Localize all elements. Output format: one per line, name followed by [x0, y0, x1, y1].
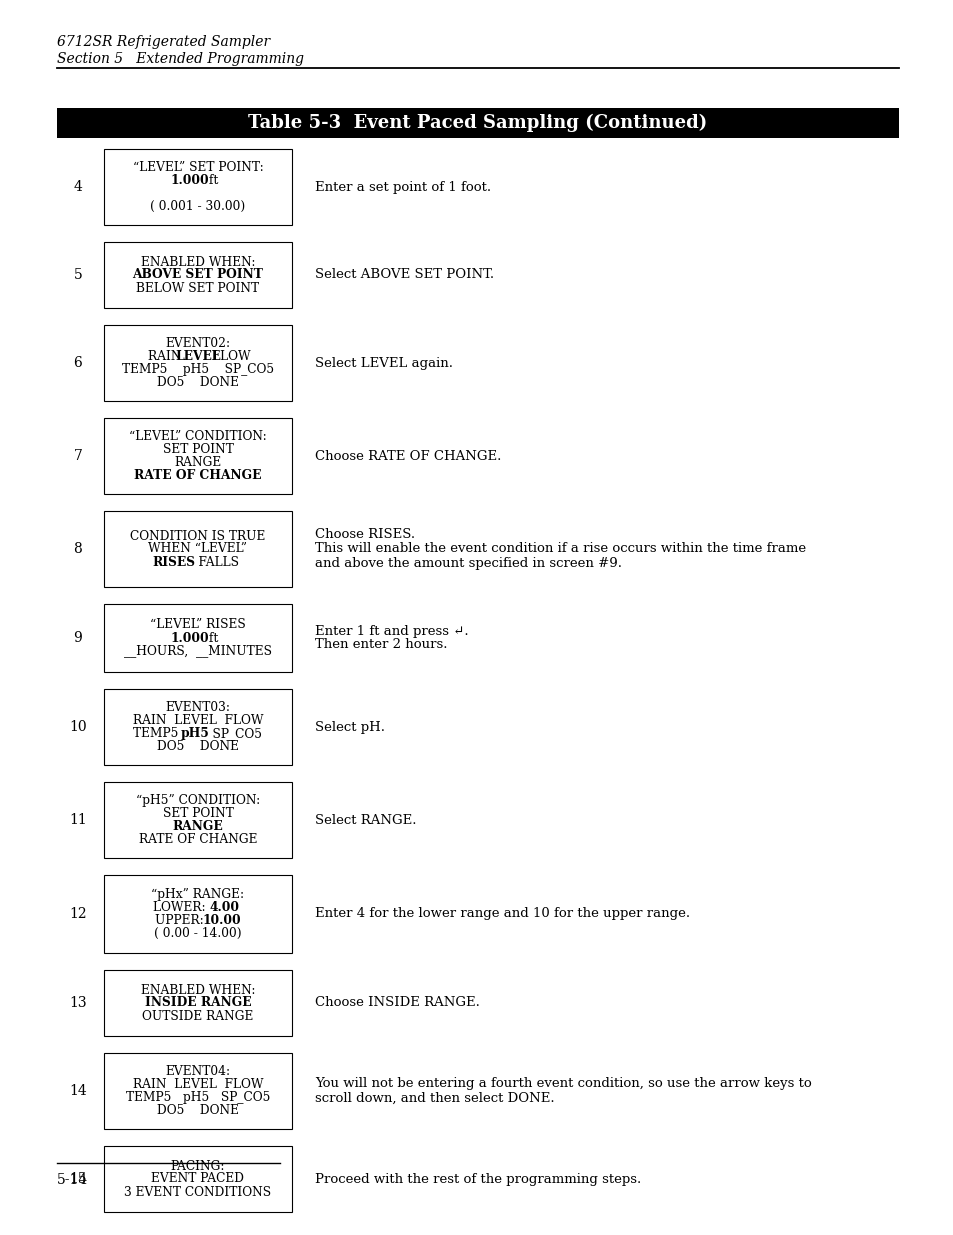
Text: Section 5   Extended Programming: Section 5 Extended Programming: [57, 52, 304, 65]
Text: 8: 8: [73, 542, 82, 556]
Text: 1.000: 1.000: [171, 631, 209, 645]
Text: CONDITION IS TRUE: CONDITION IS TRUE: [131, 530, 265, 542]
Text: Enter 1 ft and press ↵.: Enter 1 ft and press ↵.: [314, 625, 468, 637]
Text: EVENT03:: EVENT03:: [165, 701, 231, 714]
Text: LEVEL: LEVEL: [175, 350, 220, 363]
Text: Select LEVEL again.: Select LEVEL again.: [314, 357, 453, 369]
Text: 13: 13: [70, 995, 87, 1010]
Text: RANGE: RANGE: [174, 456, 221, 469]
Text: __HOURS,  __MINUTES: __HOURS, __MINUTES: [124, 645, 272, 657]
Text: ( 0.00 - 14.00): ( 0.00 - 14.00): [154, 927, 241, 940]
Text: DO5    DONE: DO5 DONE: [157, 740, 239, 753]
Text: ENABLED WHEN:: ENABLED WHEN:: [141, 983, 255, 997]
Text: 14: 14: [69, 1084, 87, 1098]
Text: FALLS: FALLS: [183, 556, 239, 568]
Bar: [104, 782, 292, 858]
Text: 11: 11: [69, 813, 87, 827]
Text: Select ABOVE SET POINT.: Select ABOVE SET POINT.: [314, 268, 494, 282]
Text: ft: ft: [204, 174, 217, 186]
Text: EVENT04:: EVENT04:: [165, 1065, 231, 1078]
Text: Choose RISES.: Choose RISES.: [314, 529, 415, 541]
Text: RISES: RISES: [152, 556, 195, 568]
Text: scroll down, and then select DONE.: scroll down, and then select DONE.: [314, 1092, 554, 1104]
Bar: [104, 511, 292, 587]
Text: Select pH.: Select pH.: [314, 720, 385, 734]
Text: WHEN “LEVEL”: WHEN “LEVEL”: [149, 542, 247, 556]
Text: ( 0.001 - 30.00): ( 0.001 - 30.00): [151, 200, 245, 212]
Text: RAIN  LEVEL  FLOW: RAIN LEVEL FLOW: [132, 1078, 263, 1091]
Text: RATE OF CHANGE: RATE OF CHANGE: [138, 832, 257, 846]
Text: and above the amount specified in screen #9.: and above the amount specified in screen…: [314, 557, 621, 569]
Bar: [104, 876, 292, 953]
Text: BELOW SET POINT: BELOW SET POINT: [136, 282, 259, 294]
Text: pH5: pH5: [181, 727, 210, 740]
Bar: [104, 689, 292, 764]
Text: “pHx” RANGE:: “pHx” RANGE:: [152, 888, 244, 902]
Text: 5-14: 5-14: [57, 1173, 89, 1187]
Text: TEMP5   pH5   SP_CO5: TEMP5 pH5 SP_CO5: [126, 1091, 270, 1104]
Text: RANGE: RANGE: [172, 820, 223, 832]
Text: Table 5-3  Event Paced Sampling (Continued): Table 5-3 Event Paced Sampling (Continue…: [248, 114, 707, 132]
Text: This will enable the event condition if a rise occurs within the time frame: This will enable the event condition if …: [314, 542, 805, 556]
Text: 4: 4: [73, 180, 82, 194]
Text: 10: 10: [70, 720, 87, 734]
Text: 1.000: 1.000: [171, 174, 209, 186]
Text: Select RANGE.: Select RANGE.: [314, 814, 416, 826]
Text: 3 EVENT CONDITIONS: 3 EVENT CONDITIONS: [124, 1186, 272, 1198]
Text: FLOW: FLOW: [204, 350, 250, 363]
Bar: [104, 417, 292, 494]
Text: SET POINT: SET POINT: [162, 806, 233, 820]
Bar: [104, 604, 292, 672]
Bar: [104, 325, 292, 401]
Text: RATE OF CHANGE: RATE OF CHANGE: [134, 469, 261, 482]
Text: 12: 12: [70, 906, 87, 921]
Text: DO5    DONE: DO5 DONE: [157, 1104, 239, 1116]
Text: “LEVEL” SET POINT:: “LEVEL” SET POINT:: [132, 161, 263, 174]
Text: 15: 15: [70, 1172, 87, 1186]
Text: “pH5” CONDITION:: “pH5” CONDITION:: [135, 794, 260, 806]
Bar: [104, 1053, 292, 1129]
Bar: [104, 149, 292, 225]
Text: 4.00: 4.00: [209, 902, 239, 914]
Text: “LEVEL” CONDITION:: “LEVEL” CONDITION:: [129, 430, 267, 443]
Bar: [104, 1146, 292, 1212]
Text: EVENT02:: EVENT02:: [165, 337, 231, 350]
Text: ENABLED WHEN:: ENABLED WHEN:: [141, 256, 255, 268]
Text: TEMP5: TEMP5: [133, 727, 193, 740]
Text: 6: 6: [73, 356, 82, 370]
Text: You will not be entering a fourth event condition, so use the arrow keys to: You will not be entering a fourth event …: [314, 1077, 811, 1091]
Text: INSIDE RANGE: INSIDE RANGE: [145, 997, 251, 1009]
Text: SET POINT: SET POINT: [162, 443, 233, 456]
Text: 7: 7: [73, 450, 82, 463]
Text: Then enter 2 hours.: Then enter 2 hours.: [314, 638, 447, 652]
Text: DO5    DONE: DO5 DONE: [157, 375, 239, 389]
Text: UPPER:: UPPER:: [154, 914, 214, 927]
Text: TEMP5    pH5    SP_CO5: TEMP5 pH5 SP_CO5: [122, 363, 274, 375]
Text: EVENT PACED: EVENT PACED: [152, 1172, 244, 1186]
Text: 5: 5: [73, 268, 82, 282]
Text: 6712SR Refrigerated Sampler: 6712SR Refrigerated Sampler: [57, 35, 270, 49]
Text: Enter a set point of 1 foot.: Enter a set point of 1 foot.: [314, 180, 491, 194]
Text: RAIN: RAIN: [148, 350, 190, 363]
Bar: [104, 242, 292, 308]
Text: ft: ft: [204, 631, 217, 645]
Text: “LEVEL” RISES: “LEVEL” RISES: [150, 619, 246, 631]
Text: Choose INSIDE RANGE.: Choose INSIDE RANGE.: [314, 997, 479, 1009]
Text: ABOVE SET POINT: ABOVE SET POINT: [132, 268, 263, 282]
Text: OUTSIDE RANGE: OUTSIDE RANGE: [142, 1009, 253, 1023]
Text: Choose RATE OF CHANGE.: Choose RATE OF CHANGE.: [314, 450, 501, 462]
Text: PACING:: PACING:: [171, 1160, 225, 1172]
Text: RAIN  LEVEL  FLOW: RAIN LEVEL FLOW: [132, 714, 263, 727]
Bar: [57, 107, 898, 138]
Text: 9: 9: [73, 631, 82, 645]
Text: 10.00: 10.00: [202, 914, 241, 927]
Bar: [104, 969, 292, 1036]
Text: Enter 4 for the lower range and 10 for the upper range.: Enter 4 for the lower range and 10 for t…: [314, 908, 689, 920]
Text: SP_CO5: SP_CO5: [197, 727, 262, 740]
Text: LOWER:: LOWER:: [153, 902, 221, 914]
Text: Proceed with the rest of the programming steps.: Proceed with the rest of the programming…: [314, 1172, 640, 1186]
